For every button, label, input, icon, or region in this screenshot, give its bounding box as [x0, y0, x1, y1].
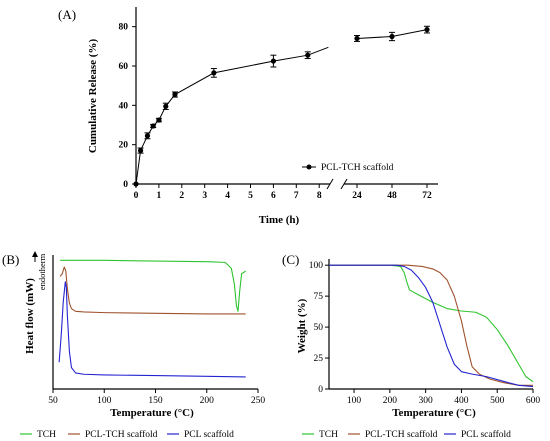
- panel-a-axis-break-mark: [340, 178, 348, 190]
- panel-a-x-tick-label: 5: [248, 191, 253, 201]
- panel-c-xlabel: Temperature (°C): [392, 407, 476, 419]
- panel-a-x-tick-label: 24: [352, 191, 362, 201]
- panel-b: (B) Heat flow (mW) endotherm Temperature…: [2, 251, 265, 419]
- panel-b-x-tick-label: 200: [200, 396, 215, 406]
- panel-a-y-tick-label: 60: [119, 62, 129, 72]
- panel-c-y-tick-label: 100: [309, 261, 324, 271]
- panel-a-x-tick-label: 72: [422, 191, 432, 201]
- panel-a-series: [133, 25, 430, 187]
- panel-c-series-line: [329, 264, 534, 383]
- panel-b-xlabel: Temperature (°C): [110, 407, 194, 419]
- panel-b-endotherm-annotation: endotherm: [37, 253, 47, 290]
- panel-c-x-tick-label: 400: [454, 396, 469, 406]
- panel-c-series-line: [329, 264, 534, 388]
- panel-b-x-tick-label: 250: [251, 396, 266, 406]
- legend-c-label-tch: TCH: [319, 430, 338, 440]
- panel-b-ticks: 50 100 150 200 250: [48, 389, 265, 406]
- panel-a-data-point: [389, 33, 395, 40]
- panel-c-ticks: 0 25 50 75 100 100 200 300 400 500 600: [309, 261, 541, 406]
- panel-a-ylabel: Cumulative Release (%): [87, 39, 99, 154]
- panel-a-label: (A): [58, 7, 76, 22]
- panel-a-data-point: [163, 103, 169, 109]
- legend-b-label-pcl-tch: PCL-TCH scaffold: [85, 429, 158, 440]
- panel-b-ylabel: Heat flow (mW): [24, 278, 36, 354]
- panel-a-x-tick-label: 1: [157, 191, 162, 201]
- panel-a-x-tick-label: 7: [294, 191, 299, 201]
- panel-a-legend: PCL-TCH scaffold: [302, 162, 394, 173]
- panel-c-y-tick-label: 25: [314, 354, 324, 364]
- panel-a-x-tick-label: 0: [134, 191, 139, 201]
- panel-c-label: (C): [282, 252, 299, 267]
- panel-a-y-tick-label: 20: [119, 141, 129, 151]
- panel-c-y-tick-label: 0: [318, 385, 323, 395]
- panel-a-data-point: [424, 27, 430, 33]
- panel-a-ticks: 0 20 40 60 80 0 1 2 3 4 5 6 7 8 24 48 72: [119, 23, 433, 201]
- panel-a-data-point: [270, 58, 276, 64]
- panel-c-ylabel: Weight (%): [296, 298, 308, 353]
- panel-a-x-tick-label: 4: [225, 191, 230, 201]
- panel-c-y-tick-label: 75: [314, 292, 324, 302]
- panel-a-y-tick-label: 40: [119, 101, 129, 111]
- legend-c-label-pcl: PCL scaffold: [461, 429, 511, 440]
- panel-a-data-point: [156, 117, 162, 123]
- panel-b-axes: [52, 255, 258, 390]
- panel-b-label: (B): [2, 252, 19, 267]
- panel-a-legend-label: PCL-TCH scaffold: [321, 162, 394, 173]
- panel-c-x-tick-label: 100: [347, 396, 362, 406]
- panel-b-series-line: [59, 266, 246, 315]
- panel-c: (C) Weight (%) Temperature (°C) 0 25 50 75 1…: [282, 252, 540, 419]
- panel-c-x-tick-label: 200: [383, 396, 398, 406]
- panel-a-data-point: [354, 35, 360, 42]
- panel-a-y-tick-label: 80: [119, 23, 129, 33]
- legend-marker-pcl-tch: [306, 164, 312, 170]
- panel-a-data-point: [144, 133, 151, 139]
- panel-c-x-tick-label: 500: [490, 396, 505, 406]
- panel-b-x-tick-label: 100: [97, 396, 112, 406]
- panel-a-data-point: [172, 91, 178, 98]
- panel-a-xlabel: Time (h): [259, 214, 300, 226]
- panel-c-y-tick-label: 50: [314, 323, 324, 333]
- panel-a-x-tick-label: 48: [387, 191, 397, 201]
- panel-a-data-point: [133, 181, 139, 187]
- panel-c-x-tick-label: 600: [526, 396, 541, 406]
- panel-c-legend: TCH PCL-TCH scaffold PCL scaffold: [302, 429, 511, 440]
- endotherm-arrow-icon: [32, 251, 38, 257]
- panel-c-x-tick-label: 300: [419, 396, 434, 406]
- panel-b-series-line: [58, 281, 246, 378]
- panel-a-x-tick-label: 8: [317, 191, 322, 201]
- panel-a-data-point: [305, 52, 311, 58]
- legend-b-label-tch: TCH: [37, 430, 56, 440]
- panel-b-x-tick-label: 50: [48, 396, 58, 406]
- panel-a-x-tick-label: 6: [271, 191, 276, 201]
- legend-c-label-pcl-tch: PCL-TCH scaffold: [365, 429, 438, 440]
- panel-b-x-tick-label: 150: [148, 396, 163, 406]
- panel-a-axes: [135, 7, 438, 190]
- panel-b-legend: TCH PCL-TCH scaffold PCL scaffold: [20, 429, 234, 440]
- panel-a-x-tick-label: 2: [179, 191, 184, 201]
- panel-a-data-point: [211, 70, 217, 76]
- panel-c-axes: [328, 259, 533, 390]
- panel-b-series-line: [60, 259, 247, 312]
- panel-a-data-point: [137, 147, 144, 154]
- panel-a-axis-break-mark: [326, 178, 334, 190]
- panel-a-data-point: [150, 123, 156, 129]
- panel-a: (A) Cumulative Release (%) Time (h) 0204…: [58, 7, 438, 226]
- panel-a-y-tick-label: 0: [123, 180, 128, 190]
- panel-c-series-line: [329, 264, 533, 386]
- legend-b-label-pcl: PCL scaffold: [184, 429, 234, 440]
- panel-c-series: [329, 264, 534, 388]
- panel-a-x-tick-label: 3: [202, 191, 207, 201]
- panel-a-curve-left: [135, 46, 329, 185]
- panel-b-series: [58, 259, 247, 378]
